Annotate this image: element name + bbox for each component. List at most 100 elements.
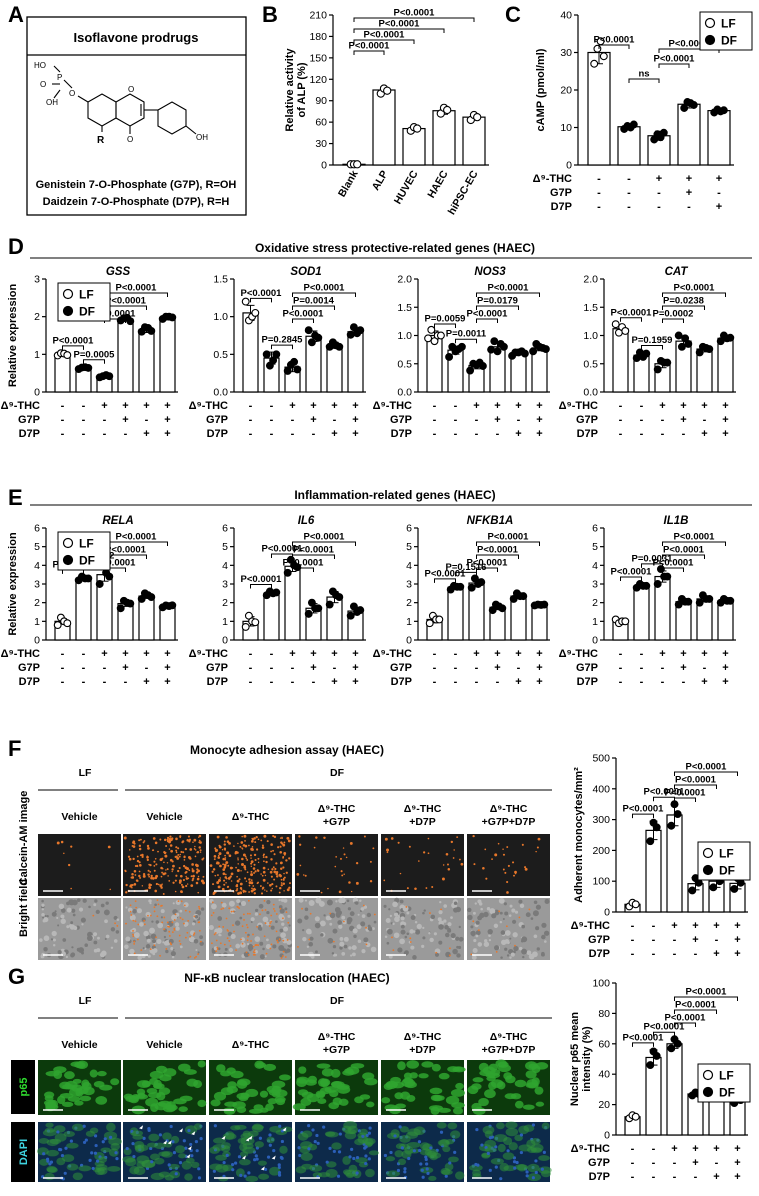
treatment-sign: + xyxy=(671,1143,677,1155)
cell-texture xyxy=(250,920,253,923)
cell xyxy=(484,1139,497,1148)
significance-bracket xyxy=(434,578,456,583)
p-value-label: P<0.0001 xyxy=(623,1032,665,1043)
cell-texture xyxy=(46,915,49,918)
adherent-cell xyxy=(172,864,175,868)
nucleus xyxy=(266,1155,271,1159)
adherent-cell xyxy=(236,887,239,890)
data-point xyxy=(116,604,125,613)
cell xyxy=(212,1143,227,1151)
cell xyxy=(110,1078,120,1086)
adherent-cell xyxy=(185,875,187,878)
adherent-cell xyxy=(244,844,248,848)
cell xyxy=(394,1092,404,1100)
adherent-cell xyxy=(212,891,216,895)
cell-texture xyxy=(165,949,169,954)
adherent-cell xyxy=(133,942,136,945)
cell-texture xyxy=(246,942,250,946)
y-tick-label: 0 xyxy=(604,1130,610,1142)
adherent-cell xyxy=(257,881,260,884)
treatment-sign: + xyxy=(701,648,707,660)
nucleus xyxy=(400,1146,404,1150)
adherent-cell xyxy=(216,946,219,949)
adherent-cell xyxy=(195,955,198,958)
svg-text:O: O xyxy=(69,89,75,98)
adherent-cell xyxy=(156,915,159,918)
adherent-cell xyxy=(139,876,142,879)
p-value-label: P<0.0001 xyxy=(241,288,283,299)
adherent-cell xyxy=(134,874,137,876)
nucleus xyxy=(167,1163,171,1167)
cell xyxy=(123,1147,132,1156)
adherent-cell xyxy=(129,884,132,888)
nucleus xyxy=(364,1145,368,1149)
cell-texture xyxy=(412,955,417,960)
cell xyxy=(152,1082,163,1089)
cell xyxy=(505,1127,519,1137)
cell-texture xyxy=(72,913,76,917)
nucleus xyxy=(222,1174,226,1178)
treatment-sign: + xyxy=(692,1143,698,1155)
adherent-cell xyxy=(275,862,278,865)
cell-texture xyxy=(489,908,496,915)
cell xyxy=(54,1133,67,1142)
adherent-cell xyxy=(183,904,186,907)
adherent-cell xyxy=(213,855,217,858)
y-tick-label: 210 xyxy=(309,10,327,22)
treatment-label-line2: +G7P xyxy=(323,816,350,828)
cell xyxy=(365,1168,375,1178)
data-point xyxy=(241,297,250,306)
calcein-image xyxy=(381,834,464,896)
adherent-cell xyxy=(301,907,303,910)
data-point xyxy=(356,606,365,615)
nucleus xyxy=(277,1170,282,1175)
cell xyxy=(321,1068,334,1077)
adherent-cell xyxy=(236,869,240,872)
adherent-cell xyxy=(193,848,196,850)
cell-texture xyxy=(250,917,255,922)
cell xyxy=(125,1157,137,1167)
cell-texture xyxy=(386,941,390,945)
cell xyxy=(471,1102,482,1111)
treatment-sign: + xyxy=(352,414,358,426)
nucleus xyxy=(88,1158,92,1162)
adherent-cell xyxy=(192,933,195,936)
cell-texture xyxy=(200,907,205,911)
adherent-cell xyxy=(269,883,272,887)
data-point xyxy=(325,600,334,609)
cell-texture xyxy=(428,931,431,935)
nucleus xyxy=(322,1125,326,1129)
df-label-g: DF xyxy=(330,995,345,1007)
treatment-sign: + xyxy=(722,662,728,674)
bar xyxy=(242,312,259,393)
cell-texture xyxy=(526,950,532,956)
treatment-sign: - xyxy=(249,400,253,412)
adherent-cell xyxy=(190,884,194,887)
adherent-cell xyxy=(275,913,278,915)
adherent-cell xyxy=(137,923,140,926)
cell-texture xyxy=(41,903,45,907)
y-tick-label: 4 xyxy=(222,560,228,572)
arrowhead xyxy=(221,1135,226,1140)
adherent-cell xyxy=(166,838,169,841)
y-tick-label: 100 xyxy=(592,876,610,888)
cell-texture xyxy=(174,922,180,927)
cell xyxy=(178,1153,187,1159)
treatment-sign: - xyxy=(82,400,86,412)
adherent-cell xyxy=(154,841,158,845)
cell-texture xyxy=(450,916,453,920)
nucleus xyxy=(94,1143,98,1148)
cell-texture xyxy=(392,901,398,908)
treatment-row-label: Δ⁹-THC xyxy=(373,648,412,660)
nucleus xyxy=(448,1161,452,1165)
treatment-row-label: D7P xyxy=(391,676,412,688)
cell-texture xyxy=(283,926,289,932)
cell xyxy=(450,1088,465,1097)
y-tick-label: 2 xyxy=(406,597,412,609)
arrowhead xyxy=(167,1140,172,1145)
cell-texture xyxy=(467,914,473,921)
cell-texture xyxy=(104,919,108,924)
cell-texture xyxy=(125,936,131,942)
nucleus xyxy=(425,1162,429,1166)
